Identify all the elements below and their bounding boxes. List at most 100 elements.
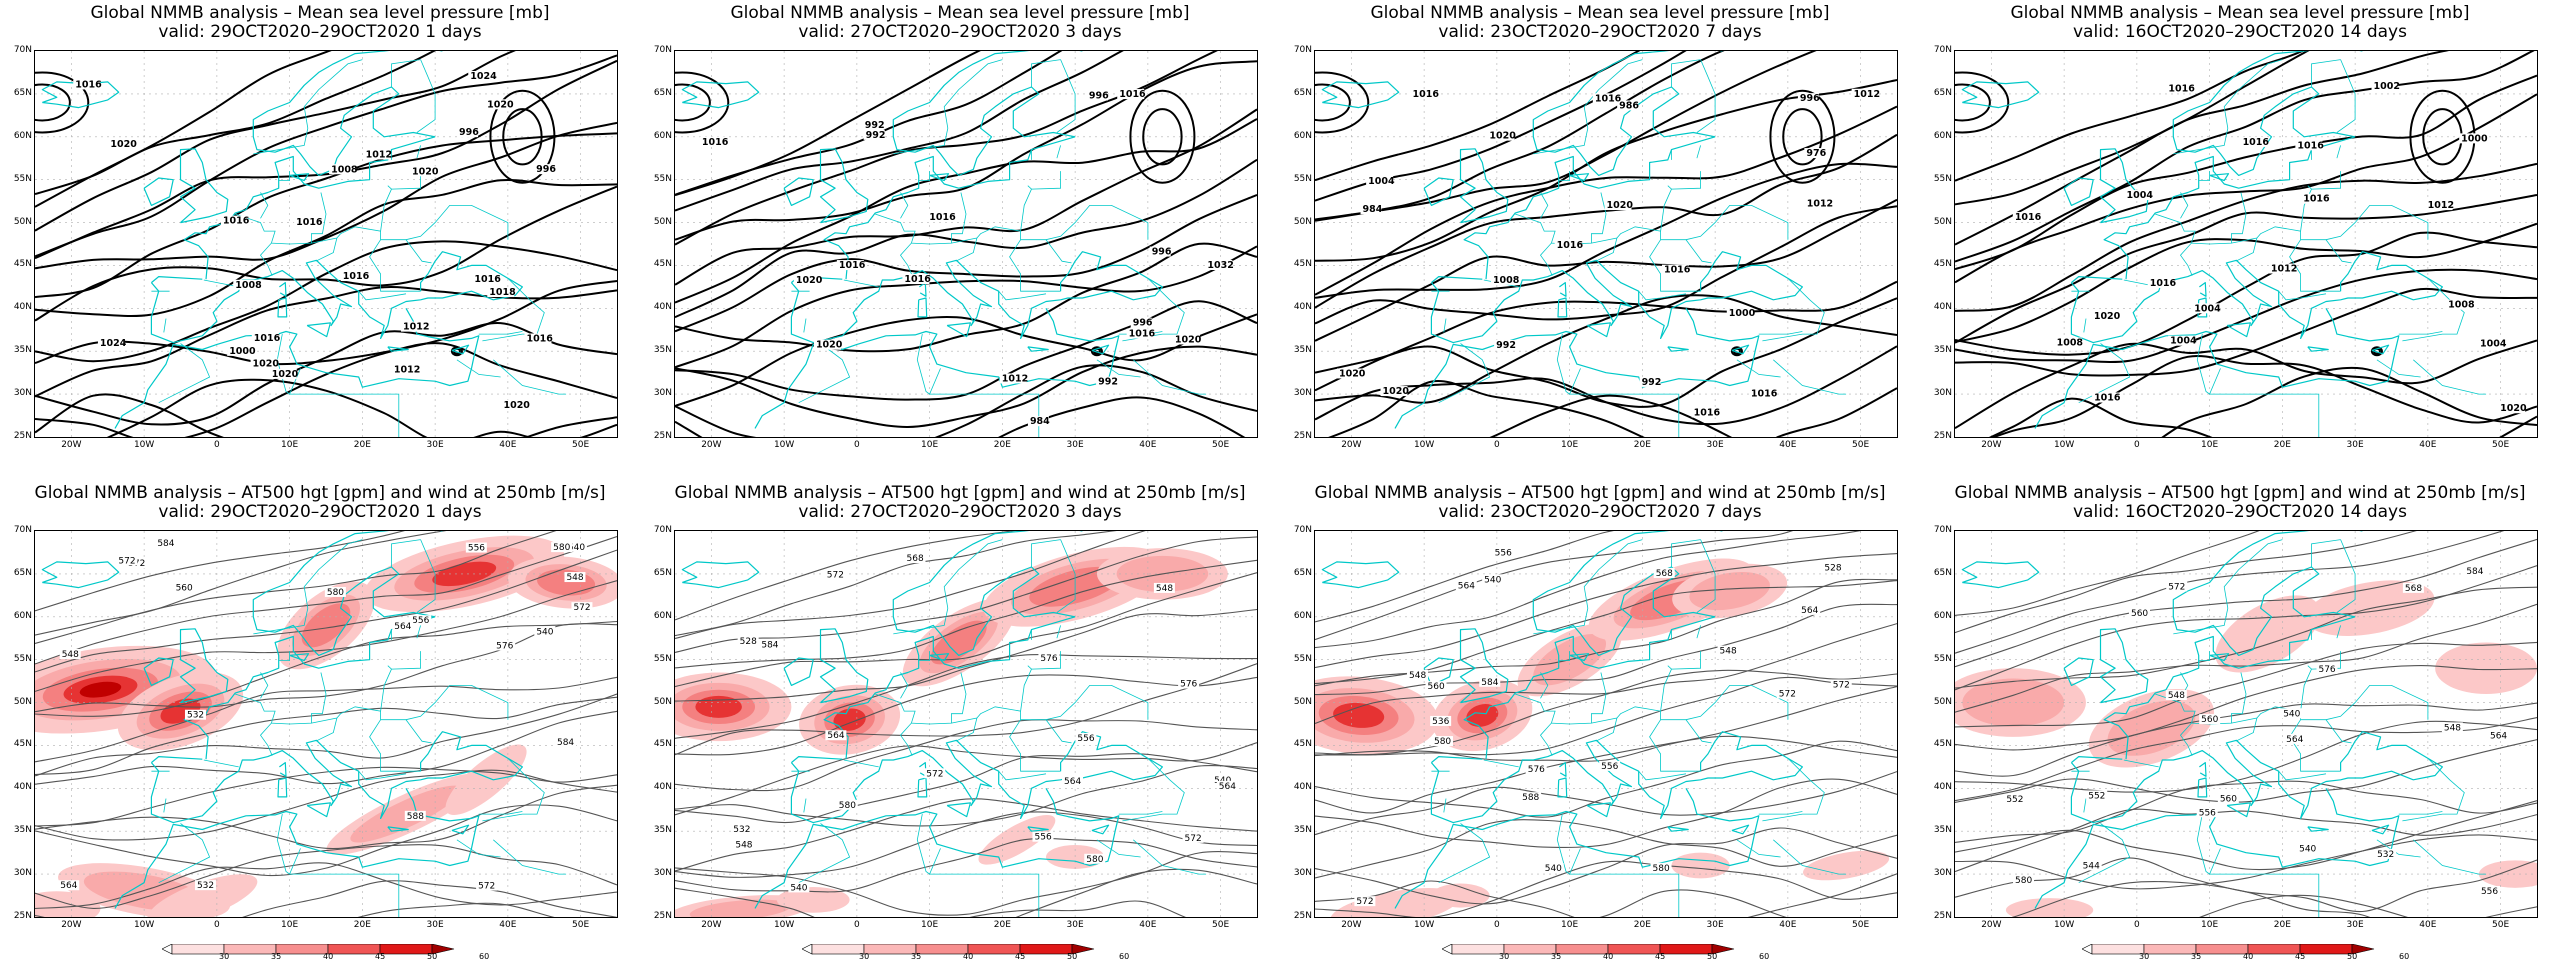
panel-title-line: Global NMMB analysis – Mean sea level pr… [1370, 3, 1830, 23]
lon-tick-label: 50E [2492, 440, 2510, 450]
lat-tick-label: 50N [1933, 216, 1952, 227]
coastline [2226, 802, 2251, 818]
isoline-label: 556 [2199, 808, 2216, 818]
lon-tick-label: 20E [353, 440, 371, 450]
label-bg [1830, 679, 1852, 690]
isoline-label: 580 [1086, 855, 1103, 865]
border [405, 239, 432, 264]
border [163, 798, 167, 813]
lat-tick-label: 70N [13, 45, 32, 55]
isoline-label: 1016 [904, 274, 931, 285]
border [2336, 539, 2356, 613]
lon-tick-label: 20W [1981, 920, 2002, 930]
colorbar-swatch [2195, 943, 2249, 955]
lat-tick-label: 55N [1933, 173, 1952, 184]
coastline [150, 731, 523, 824]
graticule [675, 51, 1257, 437]
lon-tick-label: 40E [499, 440, 517, 450]
label-bg [1216, 780, 1238, 791]
lon-tick-label: 20W [1341, 920, 1362, 930]
colorbar-tick-label: 60 [1759, 952, 1770, 961]
lon-tick-label: 50E [1852, 440, 1870, 450]
border [918, 171, 931, 181]
isoline-label: 560 [2201, 715, 2218, 725]
jet-streak-band [833, 708, 866, 731]
isoline-label: 528 [1824, 563, 1841, 573]
colorbar-max-arrow [1711, 943, 1735, 955]
label-bg [2217, 793, 2239, 804]
lat-tick-label: 45N [653, 259, 672, 270]
label-bg [2446, 299, 2474, 310]
isoline [1328, 379, 1897, 437]
isoline [35, 342, 617, 437]
coastline [1430, 251, 1803, 344]
isoline [1955, 702, 2537, 777]
lat-tick-label: 60N [1933, 610, 1952, 621]
label-bg [1455, 580, 1477, 591]
panel-valid-line: valid: 29OCT2020–29OCT2020 1 days [158, 502, 482, 522]
lon-tick-label: 10W [2053, 440, 2075, 450]
isoline-label: 996 [536, 164, 556, 175]
isoline-label: 1020 [1607, 200, 1634, 211]
border [1638, 290, 1687, 301]
border [158, 343, 211, 404]
isoline-label: 1018 [489, 287, 516, 298]
coastline [289, 653, 310, 662]
isoline-label: 1016 [839, 260, 866, 271]
isoline [35, 51, 516, 232]
isoline-label: 540 [790, 883, 807, 893]
coastline [277, 297, 288, 318]
coastlines [1321, 51, 1803, 429]
border [1551, 672, 1607, 725]
isoline [1315, 51, 1817, 222]
border [2196, 334, 2210, 395]
isoline-label: 556 [1035, 833, 1052, 843]
label-bg [1797, 93, 1819, 104]
border [2300, 684, 2429, 721]
lon-tick-label: 10W [133, 440, 155, 450]
isoline [35, 535, 617, 665]
border [951, 665, 1032, 724]
border [416, 539, 436, 613]
border [2413, 839, 2487, 875]
country-borders [2071, 539, 2487, 917]
isoline [35, 240, 617, 363]
label-bg [457, 127, 479, 138]
isoline [675, 742, 1257, 816]
coastline [2070, 731, 2443, 824]
coastline [387, 826, 409, 832]
isoline-label: 1016 [2168, 84, 2195, 95]
isoline [1955, 231, 2537, 356]
isoline-label: 580 [1653, 864, 1670, 874]
border [1514, 693, 1556, 756]
label-bg [468, 71, 496, 82]
border [2180, 192, 2189, 219]
border [253, 59, 363, 155]
label-bg [2166, 581, 2188, 592]
coastlines [41, 51, 523, 429]
pressure-cell [1955, 71, 2010, 134]
border [260, 192, 269, 219]
coastline [1667, 346, 1689, 352]
border [2191, 192, 2247, 245]
isoline [1955, 717, 2537, 802]
coastline [150, 251, 523, 344]
coastline [917, 777, 928, 798]
label-bg [699, 136, 727, 147]
lon-tick-label: 50E [1212, 920, 1230, 930]
isoline [1955, 51, 2305, 182]
map-frame: 992 986 976 984 992 996 1000 1004 1008 1012 1016 10… [1314, 50, 1898, 438]
coastline [2197, 777, 2208, 798]
panel-valid-line: valid: 27OCT2020–29OCT2020 3 days [798, 502, 1122, 522]
colorbar-swatch [2091, 943, 2145, 955]
label-bg [2166, 83, 2194, 94]
label-bg [410, 615, 432, 626]
label-bg [565, 541, 587, 552]
label-bg [2371, 81, 2399, 92]
coastline [2307, 346, 2329, 352]
isoline-label: 1020 [1489, 131, 1516, 142]
isoline [1955, 538, 2537, 668]
lat-tick-label: 40N [1933, 302, 1952, 313]
label-bg [404, 810, 426, 821]
jet-streak-band [1431, 883, 1490, 908]
